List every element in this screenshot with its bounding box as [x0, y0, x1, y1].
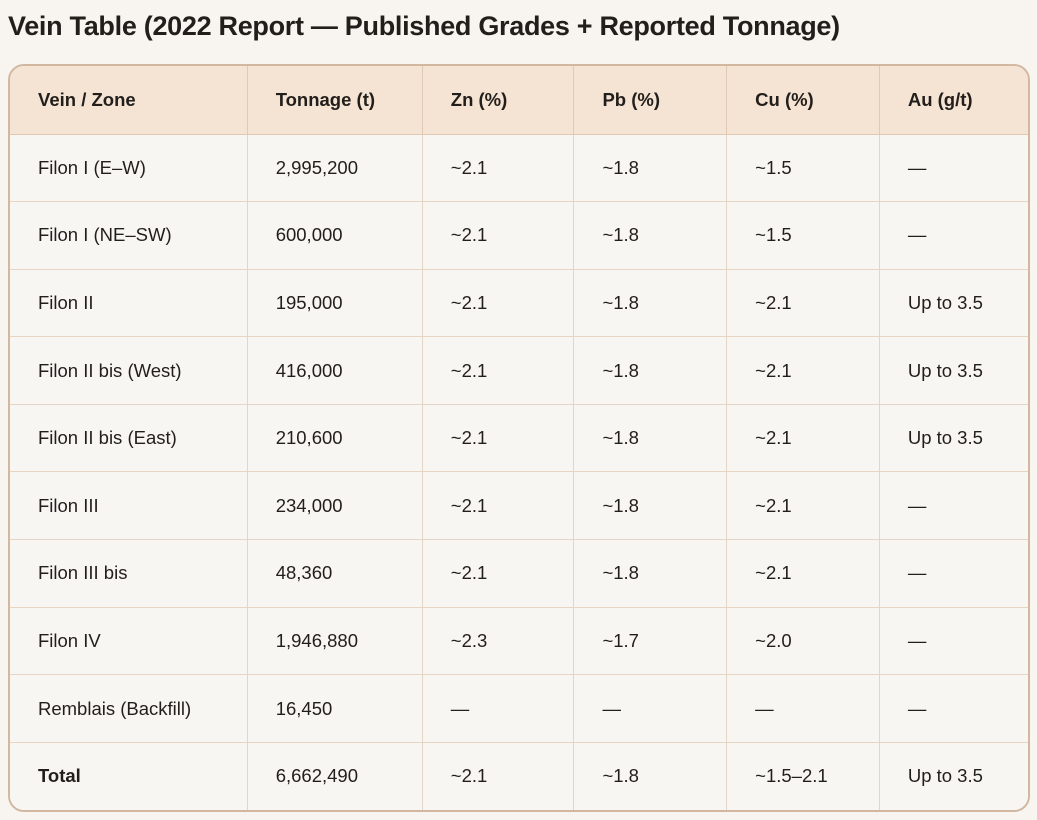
- cell-pb: —: [573, 674, 728, 743]
- table-row: Filon II 195,000 ~2.1 ~1.8 ~2.1 Up to 3.5: [10, 268, 1028, 337]
- total-row: Total 6,662,490 ~2.1 ~1.8 ~1.5–2.1 Up to 3.5: [10, 741, 1028, 810]
- cell-vein: Filon II: [10, 268, 248, 337]
- cell-zn: ~2.1: [422, 336, 575, 405]
- column-header-pb: Pb (%): [573, 66, 728, 135]
- cell-tonnage: 600,000: [247, 201, 423, 270]
- cell-au: —: [879, 471, 1028, 540]
- cell-au: —: [879, 674, 1028, 743]
- cell-cu: ~1.5: [726, 134, 880, 202]
- cell-au: Up to 3.5: [879, 741, 1028, 810]
- table-row: Filon I (E–W) 2,995,200 ~2.1 ~1.8 ~1.5—: [10, 134, 1028, 202]
- cell-cu: —: [726, 674, 880, 743]
- table-row: Filon III bis 48,360 ~2.1 ~1.8 ~2.1—: [10, 539, 1028, 608]
- cell-pb: ~1.8: [573, 403, 728, 472]
- cell-au: Up to 3.5: [879, 268, 1028, 337]
- table-row: Filon III 234,000 ~2.1 ~1.8 ~2.1—: [10, 471, 1028, 540]
- column-header-tonnage: Tonnage (t): [247, 66, 423, 135]
- cell-zn: ~2.1: [422, 741, 575, 810]
- cell-pb: ~1.8: [573, 539, 728, 608]
- cell-au: —: [879, 201, 1028, 270]
- cell-vein: Remblais (Backfill): [10, 674, 248, 743]
- cell-zn: ~2.1: [422, 268, 575, 337]
- cell-cu: ~2.1: [726, 403, 880, 472]
- cell-pb: ~1.8: [573, 201, 728, 270]
- cell-cu: ~2.1: [726, 539, 880, 608]
- cell-zn: ~2.1: [422, 539, 575, 608]
- cell-tonnage: 1,946,880: [247, 606, 423, 675]
- cell-pb: ~1.8: [573, 336, 728, 405]
- cell-au: —: [879, 134, 1028, 202]
- table-row: Filon IV 1,946,880 ~2.3 ~1.7 ~2.0—: [10, 606, 1028, 675]
- column-header-cu: Cu (%): [726, 66, 880, 135]
- cell-au: —: [879, 539, 1028, 608]
- cell-zn: ~2.1: [422, 471, 575, 540]
- column-header-zn: Zn (%): [422, 66, 575, 135]
- cell-au: Up to 3.5: [879, 403, 1028, 472]
- cell-vein: Filon III bis: [10, 539, 248, 608]
- cell-zn: ~2.1: [422, 201, 575, 270]
- cell-zn: ~2.1: [422, 403, 575, 472]
- table-row: Filon II bis (East) 210,600 ~2.1 ~1.8 ~2.1 Up…: [10, 403, 1028, 472]
- cell-tonnage: 416,000: [247, 336, 423, 405]
- table-row: Filon I (NE–SW) 600,000 ~2.1 ~1.8 ~1.5—: [10, 201, 1028, 270]
- cell-vein: Filon II bis (East): [10, 403, 248, 472]
- cell-cu: ~2.0: [726, 606, 880, 675]
- table-row: Filon II bis (West) 416,000 ~2.1 ~1.8 ~2.1 Up…: [10, 336, 1028, 405]
- cell-zn: ~2.1: [422, 134, 575, 202]
- cell-vein: Filon III: [10, 471, 248, 540]
- cell-cu: ~1.5–2.1: [726, 741, 880, 810]
- cell-tonnage: 234,000: [247, 471, 423, 540]
- table-header: Vein / Zone Tonnage (t) Zn (%) Pb (%) Cu…: [10, 66, 1028, 135]
- table-body: Filon I (E–W) 2,995,200 ~2.1 ~1.8 ~1.5— Filon…: [10, 134, 1028, 810]
- cell-cu: ~2.1: [726, 471, 880, 540]
- cell-vein: Filon I (NE–SW): [10, 201, 248, 270]
- column-header-vein-zone: Vein / Zone: [10, 66, 248, 135]
- cell-au: —: [879, 606, 1028, 675]
- vein-table: Vein / Zone Tonnage (t) Zn (%) Pb (%) Cu…: [10, 66, 1028, 810]
- cell-tonnage: 210,600: [247, 403, 423, 472]
- cell-tonnage: 195,000: [247, 268, 423, 337]
- cell-vein: Filon II bis (West): [10, 336, 248, 405]
- cell-cu: ~2.1: [726, 268, 880, 337]
- table-row: Remblais (Backfill) 16,450— — — —: [10, 674, 1028, 743]
- cell-zn: ~2.3: [422, 606, 575, 675]
- cell-pb: ~1.8: [573, 741, 728, 810]
- cell-pb: ~1.7: [573, 606, 728, 675]
- cell-tonnage: 2,995,200: [247, 134, 423, 202]
- cell-pb: ~1.8: [573, 134, 728, 202]
- cell-tonnage: 48,360: [247, 539, 423, 608]
- vein-table-card: Vein / Zone Tonnage (t) Zn (%) Pb (%) Cu…: [8, 64, 1030, 812]
- cell-tonnage: 16,450: [247, 674, 423, 743]
- cell-tonnage: 6,662,490: [247, 741, 423, 810]
- page-title: Vein Table (2022 Report — Published Grad…: [8, 11, 840, 41]
- column-header-au: Au (g/t): [879, 66, 1028, 135]
- cell-vein: Filon IV: [10, 606, 248, 675]
- cell-pb: ~1.8: [573, 268, 728, 337]
- cell-au: Up to 3.5: [879, 336, 1028, 405]
- cell-pb: ~1.8: [573, 471, 728, 540]
- cell-cu: ~1.5: [726, 201, 880, 270]
- cell-cu: ~2.1: [726, 336, 880, 405]
- cell-vein: Total: [10, 741, 248, 810]
- cell-vein: Filon I (E–W): [10, 134, 248, 202]
- header-row: Vein / Zone Tonnage (t) Zn (%) Pb (%) Cu…: [10, 66, 1028, 135]
- cell-zn: —: [422, 674, 575, 743]
